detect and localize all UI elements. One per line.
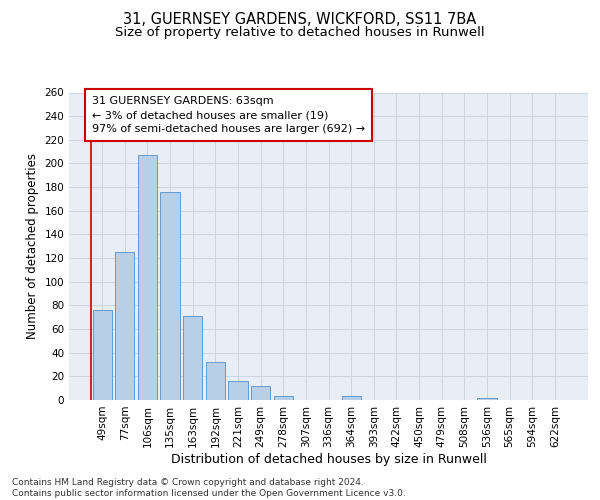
Bar [477,398,497,400]
Bar [229,381,248,400]
Text: 31 GUERNSEY GARDENS: 63sqm
← 3% of detached houses are smaller (19)
97% of semi-: 31 GUERNSEY GARDENS: 63sqm ← 3% of detac… [92,96,365,134]
Bar [341,396,361,400]
Bar [92,310,112,400]
Bar [160,192,180,400]
Text: 31, GUERNSEY GARDENS, WICKFORD, SS11 7BA: 31, GUERNSEY GARDENS, WICKFORD, SS11 7BA [124,12,476,28]
Bar [183,316,202,400]
Bar [206,362,225,400]
X-axis label: Distribution of detached houses by size in Runwell: Distribution of detached houses by size … [170,452,487,466]
Bar [251,386,270,400]
Bar [138,155,157,400]
Bar [115,252,134,400]
Bar [274,396,293,400]
Text: Contains HM Land Registry data © Crown copyright and database right 2024.
Contai: Contains HM Land Registry data © Crown c… [12,478,406,498]
Text: Size of property relative to detached houses in Runwell: Size of property relative to detached ho… [115,26,485,39]
Y-axis label: Number of detached properties: Number of detached properties [26,153,39,339]
